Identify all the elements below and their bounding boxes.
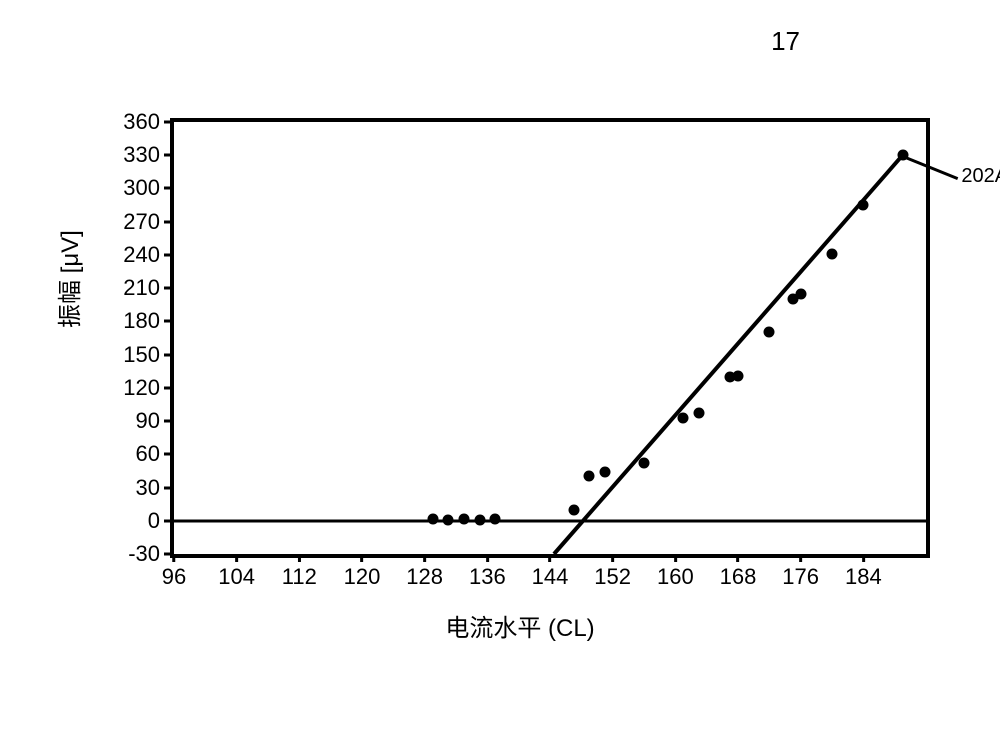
trend-line xyxy=(552,154,904,555)
y-tick: 330 xyxy=(100,142,160,168)
y-tick: 60 xyxy=(100,441,160,467)
x-tick: 184 xyxy=(845,564,882,590)
x-tick: 152 xyxy=(594,564,631,590)
data-point xyxy=(764,327,775,338)
y-tick: -30 xyxy=(100,541,160,567)
x-tick: 96 xyxy=(162,564,186,590)
annotation-leader xyxy=(902,155,958,180)
y-tick: 300 xyxy=(100,175,160,201)
data-point xyxy=(584,471,595,482)
data-point xyxy=(458,513,469,524)
data-point xyxy=(733,370,744,381)
x-tick: 136 xyxy=(469,564,506,590)
x-tick: 144 xyxy=(532,564,569,590)
x-tick: 168 xyxy=(720,564,757,590)
data-point xyxy=(639,458,650,469)
page-number: 17 xyxy=(771,26,800,57)
y-tick: 240 xyxy=(100,242,160,268)
x-tick: 128 xyxy=(406,564,443,590)
annotation-label: 202A xyxy=(961,165,1000,188)
data-point xyxy=(858,200,869,211)
y-tick: 360 xyxy=(100,109,160,135)
data-point xyxy=(599,467,610,478)
zero-line xyxy=(174,519,926,522)
y-tick: 210 xyxy=(100,275,160,301)
y-tick: 180 xyxy=(100,308,160,334)
chart: 振幅 [μV] -3003060901201501802102402703003… xyxy=(60,108,980,668)
data-point xyxy=(490,513,501,524)
x-tick: 176 xyxy=(782,564,819,590)
x-tick: 120 xyxy=(344,564,381,590)
x-tick: 112 xyxy=(282,564,317,590)
x-tick: 104 xyxy=(218,564,255,590)
data-point xyxy=(443,514,454,525)
y-tick: 0 xyxy=(100,508,160,534)
x-axis-label: 电流水平 (CL) xyxy=(60,608,980,643)
data-point xyxy=(474,514,485,525)
data-point xyxy=(795,288,806,299)
figure-container: 17 振幅 [μV] -30 0 30 60 90 120 150 180 210 240 270 3… xyxy=(20,20,1000,709)
data-point xyxy=(827,248,838,259)
data-point xyxy=(568,504,579,515)
y-tick: 120 xyxy=(100,375,160,401)
y-tick: 150 xyxy=(100,342,160,368)
y-tick: 90 xyxy=(100,408,160,434)
y-tick: 270 xyxy=(100,209,160,235)
y-axis-label: 振幅 [μV] xyxy=(50,230,85,328)
data-point xyxy=(427,513,438,524)
data-point xyxy=(693,408,704,419)
plot-area xyxy=(170,118,930,558)
y-tick: 30 xyxy=(100,475,160,501)
x-tick: 160 xyxy=(657,564,694,590)
data-point xyxy=(678,412,689,423)
